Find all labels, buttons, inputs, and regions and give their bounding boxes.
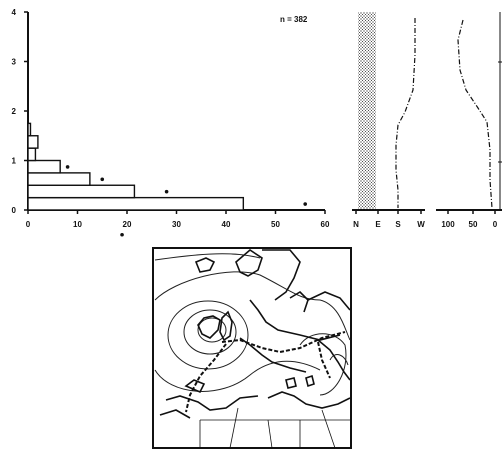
frontal-lines [185, 331, 346, 413]
histogram-panel: 0 1 2 3 4 0 10 20 30 40 50 60 n = 382 [12, 8, 330, 237]
histogram-bar [27, 135, 39, 149]
histogram-y-tick-label: 1 [12, 157, 17, 166]
histogram-x-tick-label: 60 [321, 220, 330, 229]
histogram-x-tick-label: 20 [123, 220, 132, 229]
percent-panel: 100 50 0 [436, 12, 502, 229]
country-borders [199, 407, 350, 449]
direction-shaded-band [358, 12, 376, 210]
histogram-x-tick-label: 0 [26, 220, 31, 229]
percent-profile-line [457, 19, 493, 209]
histogram-bar [27, 147, 37, 162]
histogram-y-tick-label: 4 [12, 8, 17, 17]
histogram-bar [27, 122, 32, 137]
percent-x-tick-label: 100 [441, 220, 455, 229]
percent-x-tick-label: 0 [493, 220, 498, 229]
histogram-point [100, 177, 105, 182]
synoptic-map [152, 247, 352, 449]
direction-x-tick-label: S [395, 220, 401, 229]
sample-size-annotation: n = 382 [280, 15, 308, 24]
histogram-bar [27, 184, 136, 199]
histogram-x-tick-label: 40 [222, 220, 231, 229]
histogram-x-tick-label: 10 [73, 220, 82, 229]
histogram-bar [27, 172, 91, 186]
histogram-point [120, 232, 124, 237]
direction-x-tick-label: E [375, 220, 381, 229]
coastlines [159, 248, 351, 419]
direction-profile-line [395, 18, 416, 208]
histogram-point [303, 202, 308, 206]
histogram-y-tick-label: 3 [12, 58, 17, 67]
isobar-contours [154, 253, 351, 396]
histogram-y-tick-label: 2 [12, 107, 17, 116]
percent-x-tick-label: 50 [469, 220, 478, 229]
histogram-point [164, 189, 169, 194]
histogram-bar [27, 196, 245, 211]
direction-x-tick-label: N [353, 220, 359, 229]
histogram-point [65, 165, 70, 169]
histogram-bar [27, 159, 61, 174]
histogram-x-tick-label: 50 [271, 220, 280, 229]
histogram-x-tick-label: 30 [172, 220, 181, 229]
map-frame [152, 247, 352, 449]
direction-x-tick-label: W [417, 220, 425, 229]
histogram-y-tick-label: 0 [12, 206, 17, 215]
